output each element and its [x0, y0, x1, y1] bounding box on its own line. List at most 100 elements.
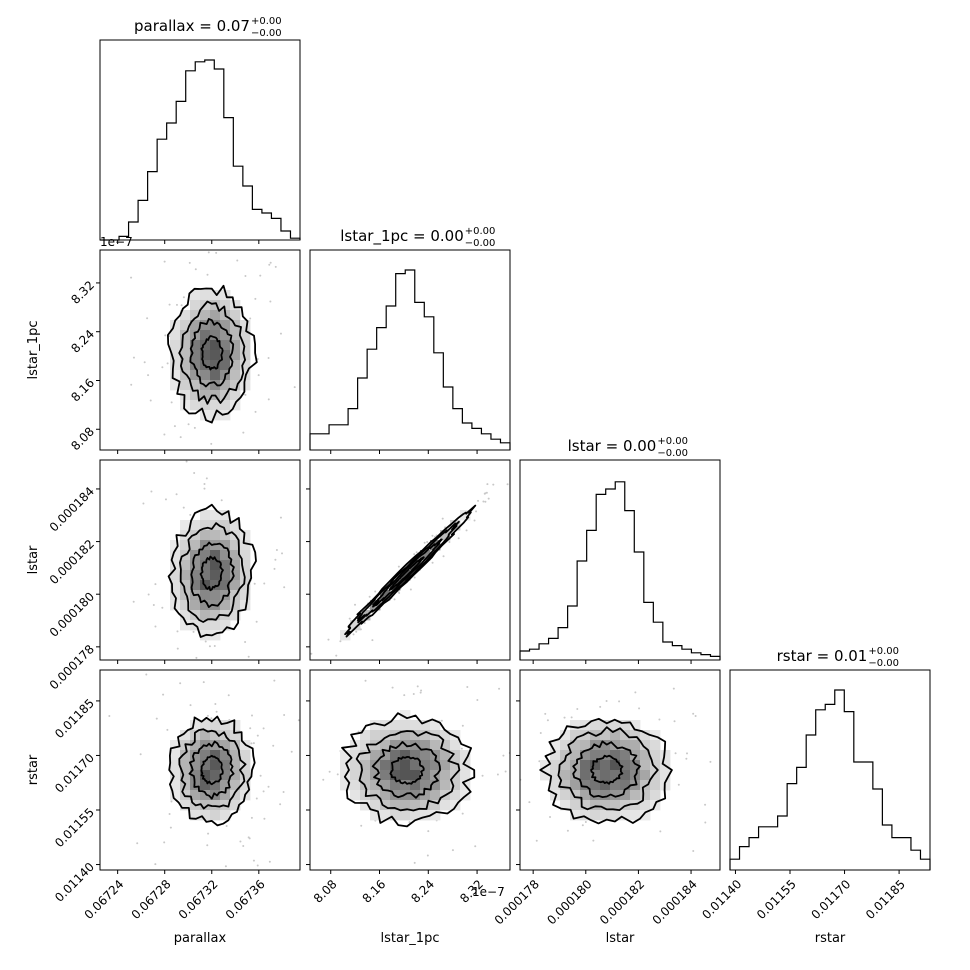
sample-point [355, 630, 358, 633]
sample-point [563, 716, 566, 719]
contour-level-2 [188, 740, 235, 800]
density-cell [610, 790, 621, 801]
density-cell [550, 780, 561, 791]
sample-point [204, 640, 207, 643]
sample-point [215, 251, 218, 254]
density-cell [410, 780, 421, 791]
sample-point [214, 703, 217, 706]
density-cell [190, 350, 201, 361]
contour-level-4 [167, 503, 257, 638]
density-cell [200, 340, 211, 351]
density-cell [360, 770, 371, 781]
density-panel-parallax-lstar [96, 459, 301, 664]
density-cell [560, 730, 571, 741]
panel-frame [519, 459, 721, 661]
density-cell [630, 800, 641, 811]
density-cell [210, 380, 221, 391]
density-cell [440, 750, 451, 761]
sample-point [202, 681, 205, 684]
title-lower-error: −0.00 [465, 238, 496, 249]
sample-point [210, 717, 213, 720]
sample-point [420, 689, 423, 692]
sample-point [132, 600, 135, 603]
title-lstar_1pc: lstar_1pc = 0.00 [340, 227, 464, 246]
density-cell [410, 730, 421, 741]
sample-point [163, 260, 166, 263]
contour-level-1 [200, 335, 224, 371]
sample-point [528, 801, 531, 804]
sample-point [674, 752, 677, 755]
density-cell [620, 720, 631, 731]
density-cell [360, 740, 371, 751]
sample-point [283, 713, 286, 716]
density-cell [580, 760, 591, 771]
sample-point [259, 774, 262, 777]
sample-point [423, 541, 426, 544]
sample-point [253, 582, 256, 585]
density-cell [210, 610, 221, 621]
density-cell [170, 740, 181, 751]
density-cell [380, 810, 391, 821]
density-cell [210, 350, 221, 361]
contour-level-3 [356, 520, 460, 624]
density-cell [410, 770, 421, 781]
density-cell [210, 330, 221, 341]
sample-point [744, 786, 746, 788]
density-cell [170, 570, 181, 581]
sample-point [150, 490, 153, 493]
sample-point [207, 251, 210, 254]
sample-point [495, 743, 497, 745]
density-cell [190, 520, 201, 531]
sample-point [256, 734, 259, 737]
sample-point [194, 268, 197, 271]
density-cell [190, 580, 201, 591]
density-cell [390, 720, 401, 731]
density-cell [220, 550, 231, 561]
sample-point [262, 790, 265, 793]
sample-point [163, 841, 166, 844]
density-cell [550, 770, 561, 781]
density-cell [430, 800, 441, 811]
density-cell [550, 740, 561, 751]
sample-point [193, 426, 196, 429]
density-cell [620, 780, 631, 791]
sample-point [227, 694, 230, 697]
density-panel-lstar_1pc-lstar [306, 459, 511, 664]
y-tick-label: 0.01185 [52, 696, 97, 741]
sample-point [225, 824, 228, 827]
density-cell [230, 760, 241, 771]
density-cell [540, 770, 551, 781]
sample-point [638, 707, 641, 710]
density-panel-lstar-rstar [495, 669, 746, 874]
density-cell [180, 340, 191, 351]
sample-point [327, 638, 330, 641]
sample-point [205, 477, 208, 480]
sample-point [170, 401, 173, 404]
sample-point [473, 519, 476, 522]
density-cell [200, 590, 211, 601]
density-cell [220, 560, 231, 571]
density-cell [380, 740, 391, 751]
density-cell [220, 360, 231, 371]
density-cell [620, 750, 631, 761]
density-cell [410, 750, 421, 761]
y-axis-label-lstar: lstar [26, 545, 41, 574]
density-cell [550, 790, 561, 801]
density-cell [210, 290, 221, 301]
sample-point [544, 712, 547, 715]
density-cell [450, 750, 461, 761]
sample-point [197, 464, 199, 466]
density-cell [210, 590, 221, 601]
density-cell [180, 570, 191, 581]
x-tick-label: 0.000184 [650, 877, 700, 927]
sample-point [461, 724, 464, 727]
density-cell [580, 810, 591, 821]
contour-level-1 [388, 556, 425, 591]
sample-point [180, 304, 183, 307]
y-tick-label: 8.08 [68, 424, 97, 453]
density-cell [240, 330, 251, 341]
sample-point [659, 830, 662, 833]
sample-point [391, 686, 394, 689]
density-cell [220, 760, 231, 771]
density-cell [210, 370, 221, 381]
